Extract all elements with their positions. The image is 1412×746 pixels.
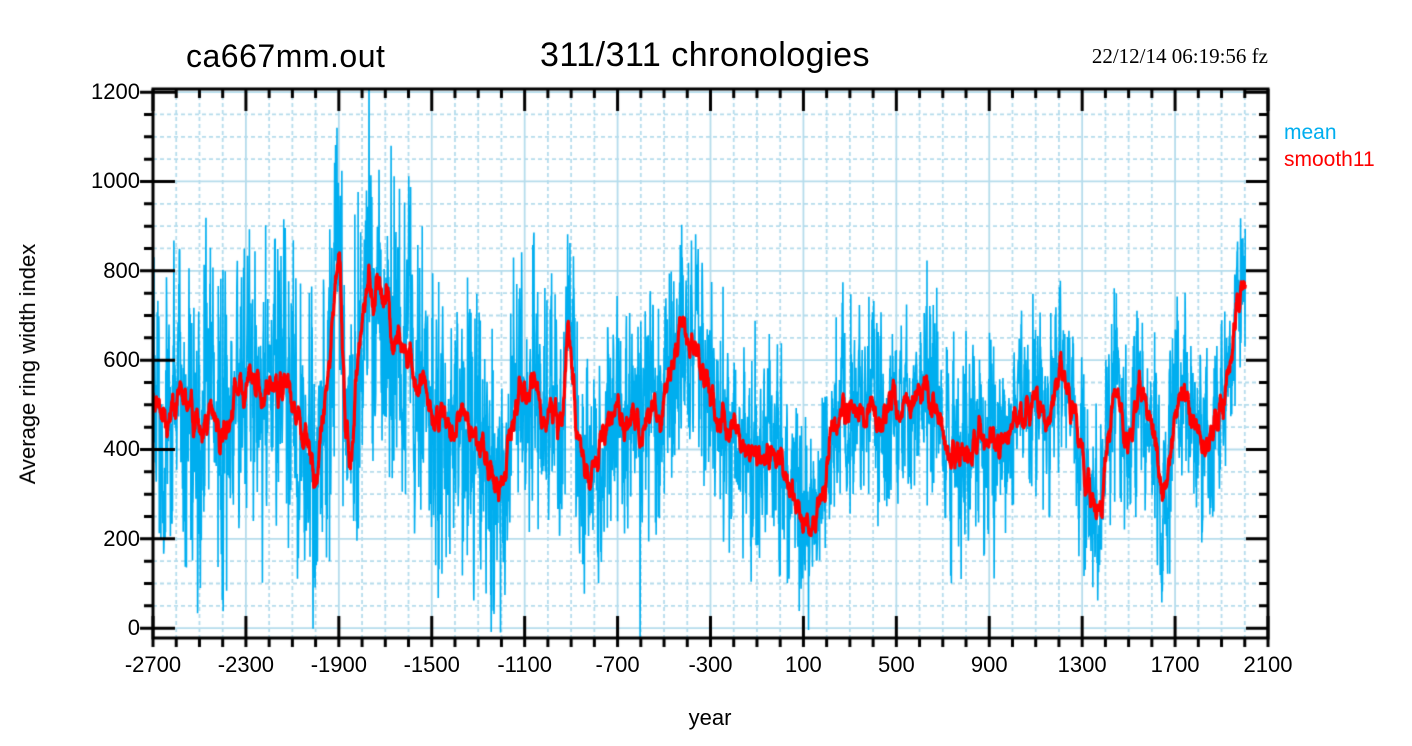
x-tick-label: 1700: [1150, 652, 1200, 677]
timestamp: 22/12/14 06:19:56 fz: [1091, 44, 1268, 68]
y-tick-label: 1200: [91, 79, 140, 105]
x-axis-label: year: [688, 705, 732, 730]
y-tick-label: 1000: [91, 168, 140, 194]
x-tick-label: -700: [595, 652, 640, 677]
x-tick-label: -2700: [124, 652, 182, 677]
x-tick-label: -2300: [217, 652, 275, 677]
x-tick-label: 100: [785, 652, 822, 677]
legend-item-mean: mean: [1284, 121, 1337, 144]
x-tick-label: -1900: [310, 652, 367, 677]
y-tick-label: 600: [103, 347, 140, 373]
chart-title: 311/311 chronologies: [539, 36, 871, 74]
y-tick-label: 200: [103, 525, 140, 551]
y-tick-label: 400: [103, 436, 140, 462]
y-axis-label: Average ring width index: [15, 243, 40, 485]
x-tick-label: -300: [688, 652, 733, 677]
y-tick-label: 0: [127, 615, 140, 641]
y-tick-label: 800: [103, 257, 140, 283]
x-tick-label: -1500: [403, 652, 460, 677]
legend: mean smooth11: [1284, 119, 1375, 173]
legend-item-smooth11: smooth11: [1284, 148, 1375, 171]
x-tick-label: 2100: [1243, 652, 1293, 677]
x-tick-label: 900: [970, 652, 1008, 677]
x-tick-label: 500: [877, 652, 915, 677]
x-tick-label: 1300: [1057, 652, 1107, 677]
file-title: ca667mm.out: [186, 38, 386, 74]
x-tick-label: -1100: [497, 652, 552, 677]
